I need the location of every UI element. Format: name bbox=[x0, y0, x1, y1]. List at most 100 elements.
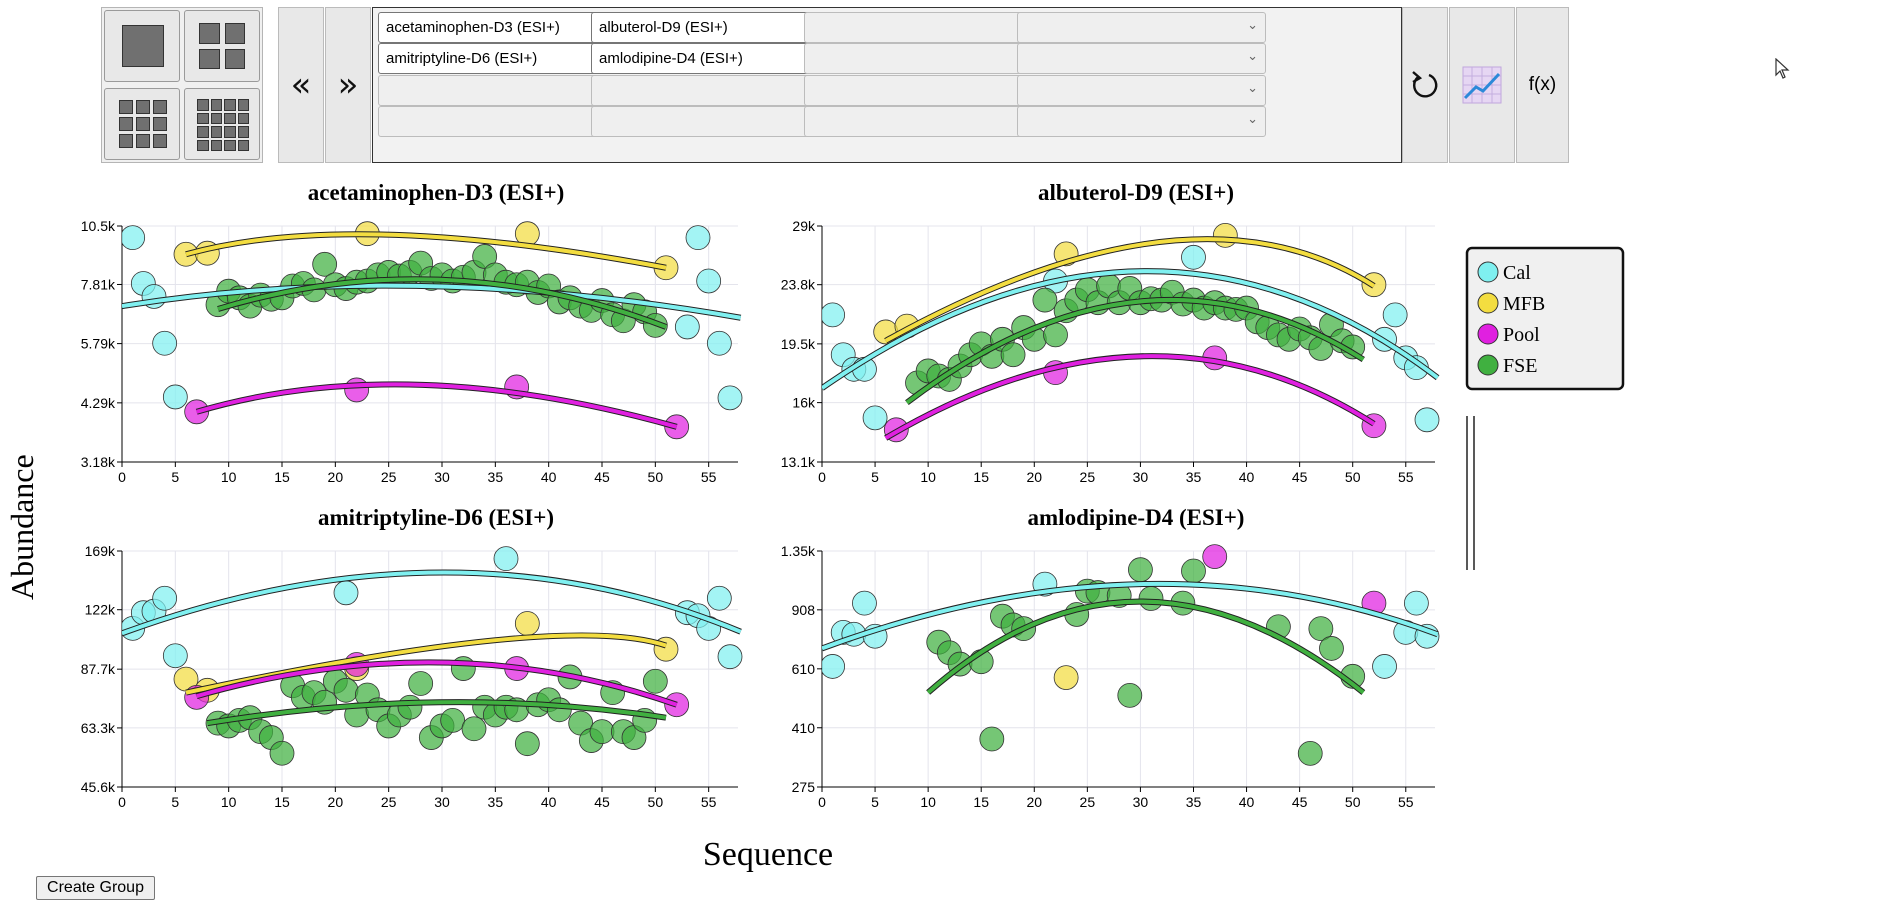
data-point-cal[interactable] bbox=[706, 330, 732, 356]
data-point-cal[interactable] bbox=[121, 225, 146, 251]
data-point-fse[interactable] bbox=[440, 707, 466, 733]
compound-select-r1-c2[interactable]: albuterol-D9 (ESI+)⌄ bbox=[591, 12, 840, 43]
compound-select-r1-c1[interactable]: acetaminophen-D3 (ESI+)⌄ bbox=[378, 12, 627, 43]
trendline-toggle-button[interactable] bbox=[1449, 7, 1515, 163]
data-point-cal[interactable] bbox=[1382, 302, 1408, 328]
x-tick-label: 15 bbox=[274, 469, 290, 485]
data-point-cal[interactable] bbox=[862, 405, 888, 431]
data-point-pool[interactable] bbox=[1202, 544, 1228, 569]
data-point-cal[interactable] bbox=[333, 580, 359, 606]
data-point-mfb[interactable] bbox=[1053, 665, 1079, 690]
data-point-fse[interactable] bbox=[397, 694, 423, 720]
data-point-cal[interactable] bbox=[493, 546, 519, 572]
compound-select-r1-c3[interactable]: ⌄ bbox=[804, 12, 1053, 43]
data-point-fse[interactable] bbox=[642, 668, 668, 694]
layout-4x4-button[interactable] bbox=[184, 88, 260, 160]
chevron-down-icon: ⌄ bbox=[1247, 49, 1258, 64]
data-point-cal[interactable] bbox=[1414, 407, 1440, 433]
data-point-cal[interactable] bbox=[1372, 654, 1397, 679]
x-tick-label: 5 bbox=[871, 469, 879, 485]
compound-select-r1-c4[interactable]: ⌄ bbox=[1017, 12, 1266, 43]
create-group-label: Create Group bbox=[47, 879, 144, 896]
grid-2x2-icon bbox=[199, 23, 245, 69]
compound-select-value: acetaminophen-D3 (ESI+) bbox=[386, 19, 560, 36]
data-point-cal[interactable] bbox=[162, 384, 188, 410]
compound-select-r2-c4[interactable]: ⌄ bbox=[1017, 43, 1266, 74]
data-point-cal[interactable] bbox=[1403, 590, 1429, 616]
data-point-fse[interactable] bbox=[1032, 287, 1058, 313]
data-point-fse[interactable] bbox=[1319, 636, 1344, 661]
data-point-cal[interactable] bbox=[685, 225, 711, 251]
data-point-mfb[interactable] bbox=[1212, 222, 1238, 248]
data-point-fse[interactable] bbox=[1043, 322, 1068, 348]
data-point-fse[interactable] bbox=[1117, 682, 1143, 708]
next-page-button[interactable]: » bbox=[325, 7, 371, 163]
data-point-cal[interactable] bbox=[152, 585, 178, 611]
data-point-cal[interactable] bbox=[717, 644, 743, 670]
compound-select-r2-c1[interactable]: amitriptyline-D6 (ESI+)⌄ bbox=[378, 43, 627, 74]
x-tick-label: 20 bbox=[328, 794, 344, 810]
refresh-button[interactable] bbox=[1402, 7, 1448, 163]
legend-swatch-fse bbox=[1477, 354, 1499, 376]
data-point-cal[interactable] bbox=[162, 643, 188, 669]
x-tick-label: 5 bbox=[871, 794, 879, 810]
x-tick-label: 55 bbox=[1398, 794, 1414, 810]
x-tick-label: 15 bbox=[973, 794, 989, 810]
legend-swatch-cal bbox=[1477, 261, 1499, 283]
fit-line-pool bbox=[196, 660, 678, 707]
x-tick-label: 45 bbox=[1292, 469, 1308, 485]
chart-title: acetaminophen-D3 (ESI+) bbox=[308, 180, 565, 205]
data-point-fse[interactable] bbox=[979, 726, 1005, 752]
x-tick-label: 35 bbox=[1186, 794, 1202, 810]
data-point-fse[interactable] bbox=[461, 716, 487, 742]
data-point-fse[interactable] bbox=[333, 677, 359, 703]
grid-3x3-icon bbox=[119, 100, 167, 148]
data-point-fse[interactable] bbox=[1128, 557, 1153, 583]
layout-2x2-button[interactable] bbox=[184, 10, 260, 82]
compound-select-r2-c2[interactable]: amlodipine-D4 (ESI+)⌄ bbox=[591, 43, 840, 74]
data-point-fse[interactable] bbox=[408, 671, 434, 696]
layout-3x3-button[interactable] bbox=[104, 88, 180, 160]
layout-1x1-button[interactable] bbox=[104, 10, 180, 82]
compound-select-r3-c3[interactable]: ⌄ bbox=[804, 75, 1053, 106]
data-point-cal[interactable] bbox=[706, 585, 732, 611]
x-tick-label: 30 bbox=[1133, 469, 1149, 485]
data-point-fse[interactable] bbox=[546, 697, 572, 723]
data-point-cal[interactable] bbox=[674, 314, 700, 340]
data-point-fse[interactable] bbox=[472, 244, 498, 269]
data-point-fse[interactable] bbox=[1308, 616, 1334, 642]
data-point-fse[interactable] bbox=[312, 251, 338, 277]
compound-select-r4-c4[interactable]: ⌄ bbox=[1017, 106, 1266, 137]
line-chart-icon bbox=[1462, 66, 1502, 104]
data-point-cal[interactable] bbox=[852, 590, 877, 616]
data-point-cal[interactable] bbox=[696, 268, 722, 294]
data-point-cal[interactable] bbox=[821, 654, 846, 679]
data-point-fse[interactable] bbox=[1000, 342, 1026, 368]
chart-panel-3: 0 5 10 15 20 25 30 35 40 45 50 55 45.6k 63.3k 87.7k 122… bbox=[81, 505, 743, 810]
data-point-fse[interactable] bbox=[1181, 558, 1206, 584]
x-tick-label: 25 bbox=[381, 794, 397, 810]
data-point-cal[interactable] bbox=[821, 302, 846, 328]
formula-button[interactable]: f(x) bbox=[1516, 7, 1569, 163]
data-point-fse[interactable] bbox=[589, 719, 615, 745]
data-point-mfb[interactable] bbox=[514, 611, 540, 636]
x-tick-label: 45 bbox=[1292, 794, 1308, 810]
data-point-pool[interactable] bbox=[344, 377, 370, 403]
data-point-fse[interactable] bbox=[514, 731, 540, 757]
data-point-cal[interactable] bbox=[717, 385, 743, 411]
x-tick-label: 45 bbox=[594, 794, 610, 810]
data-point-fse[interactable] bbox=[269, 740, 295, 766]
x-tick-label: 0 bbox=[818, 794, 826, 810]
compound-select-r3-c2[interactable]: ⌄ bbox=[591, 75, 840, 106]
create-group-button[interactable]: Create Group bbox=[36, 876, 155, 900]
data-point-cal[interactable] bbox=[152, 330, 178, 356]
data-point-cal[interactable] bbox=[1181, 244, 1206, 270]
x-tick-label: 50 bbox=[1345, 794, 1361, 810]
data-point-fse[interactable] bbox=[1297, 740, 1323, 766]
fit-line-fse bbox=[905, 297, 1365, 405]
fit-line-pool bbox=[196, 382, 678, 429]
legend: Cal MFB Pool FSE bbox=[1465, 246, 1625, 391]
compound-select-r3-c4[interactable]: ⌄ bbox=[1017, 75, 1266, 106]
prev-page-button[interactable]: « bbox=[278, 7, 324, 163]
